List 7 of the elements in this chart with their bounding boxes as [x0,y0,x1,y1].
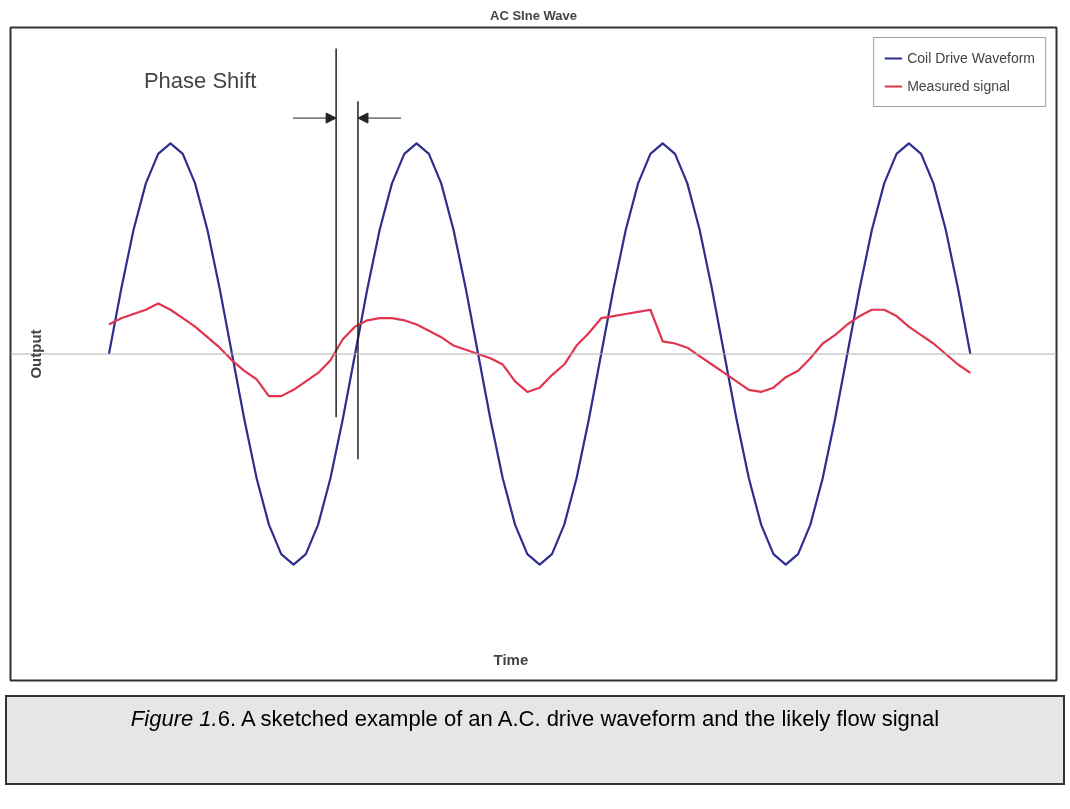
caption: Figure 1.6. A sketched example of an A.C. drive waveform and the likely flow signal [5,695,1065,785]
text: Phase Shift [143,67,257,93]
legend-label: Measured signal [907,78,1010,94]
y-axis-title: Output [26,329,44,379]
legend-label: Coil Drive Waveform [907,50,1035,66]
chart-title: AC SIne Wave [490,7,577,23]
text: Time [493,650,529,668]
